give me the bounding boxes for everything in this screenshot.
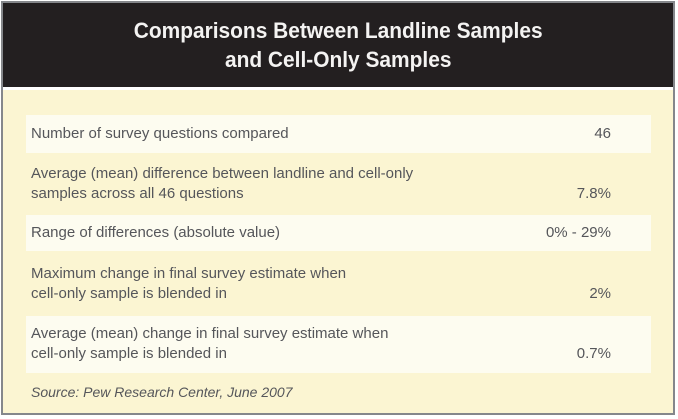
row-value: 7.8% (576, 185, 611, 202)
chart-header: Comparisons Between Landline Samples and… (3, 3, 673, 87)
row-value: 0% - 29% (545, 224, 611, 241)
table-body: Number of survey questions compared 46 A… (3, 90, 673, 401)
header-divider (3, 87, 673, 90)
row-label: Average (mean) change in final survey es… (31, 325, 389, 362)
table-row: Average (mean) difference between landli… (26, 153, 651, 215)
table-row: Maximum change in final survey estimate … (26, 251, 651, 316)
chart-title-line2: and Cell-Only Samples (224, 47, 452, 72)
row-label: Maximum change in final survey estimate … (31, 265, 347, 302)
row-label: Number of survey questions compared (31, 125, 289, 142)
table-row: Range of differences (absolute value) 0%… (26, 215, 651, 251)
row-label: Range of differences (absolute value) (31, 224, 281, 241)
table-row: Average (mean) change in final survey es… (26, 316, 651, 373)
row-label: Average (mean) difference between landli… (31, 165, 414, 202)
row-value: 2% (589, 285, 611, 302)
table-row: Number of survey questions compared 46 (26, 115, 651, 153)
source-note: Source: Pew Research Center, June 2007 (31, 384, 293, 400)
row-value: 0.7% (576, 345, 611, 362)
row-value: 46 (594, 125, 611, 142)
chart-title-line1: Comparisons Between Landline Samples (133, 18, 543, 43)
